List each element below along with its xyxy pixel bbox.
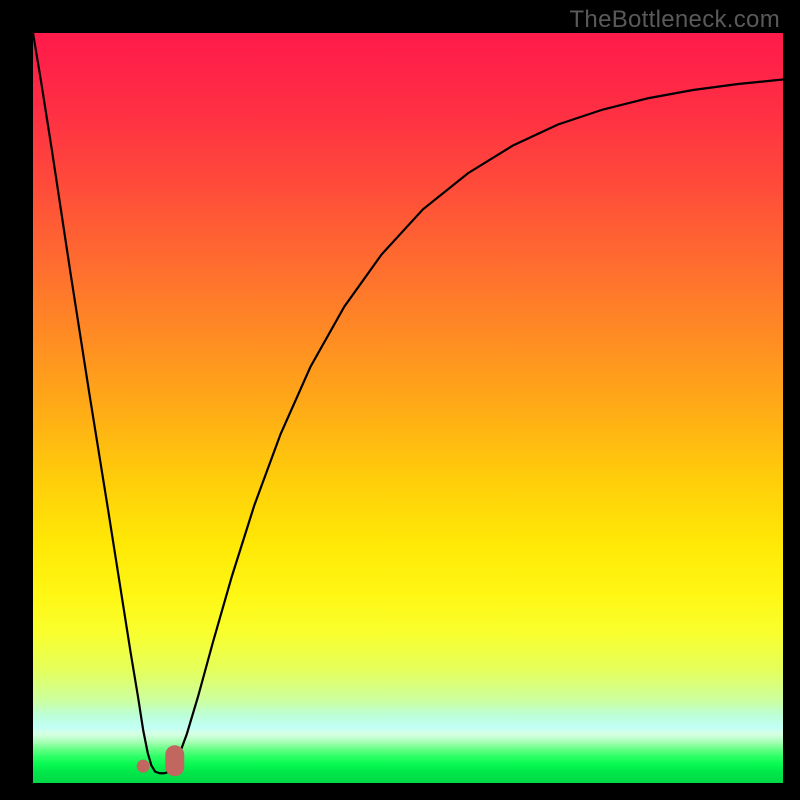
bottleneck-curve bbox=[33, 33, 783, 783]
curve-marker-0 bbox=[137, 759, 150, 772]
plot-area bbox=[33, 33, 783, 783]
watermark-text: TheBottleneck.com bbox=[569, 6, 780, 34]
curve-marker-1 bbox=[165, 745, 185, 777]
plot-frame bbox=[33, 33, 783, 783]
